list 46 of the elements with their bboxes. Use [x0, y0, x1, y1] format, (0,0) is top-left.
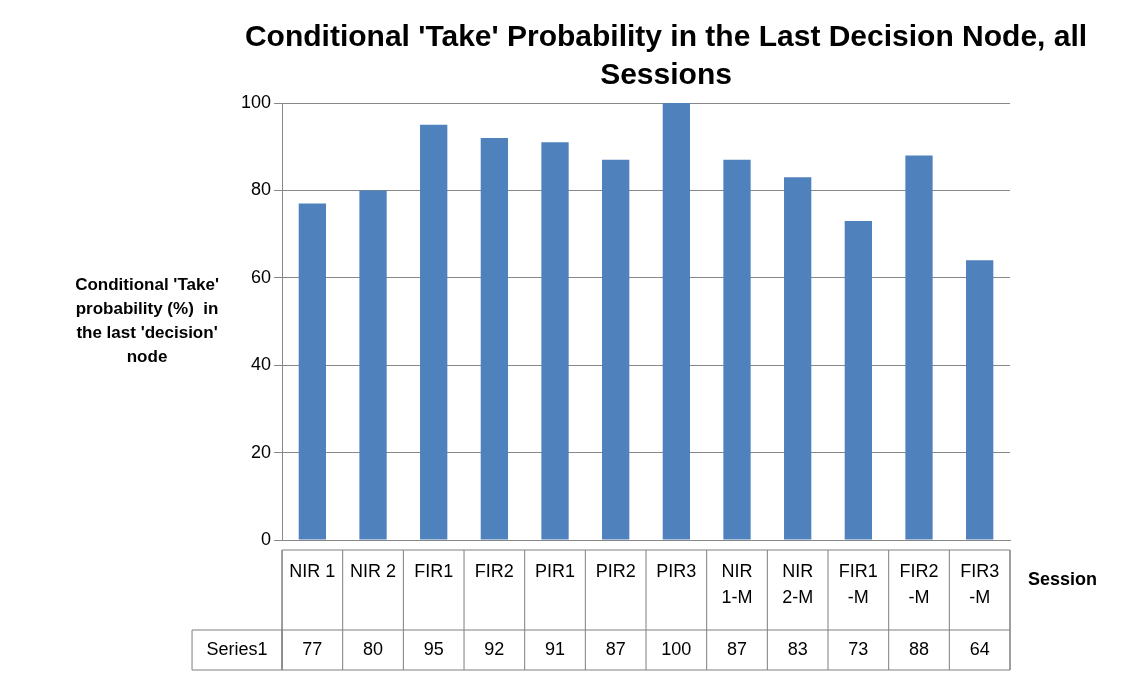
bar	[359, 190, 387, 540]
x-tick-label: PIR2	[595, 560, 636, 581]
bar	[784, 177, 812, 540]
y-tick-label: 60	[251, 266, 272, 287]
data-label: 73	[848, 638, 869, 659]
x-tick-label: NIR 1-M	[721, 560, 753, 607]
data-label: 80	[363, 638, 384, 659]
y-tick-label: 80	[251, 179, 272, 200]
bar	[966, 260, 994, 540]
x-tick-label: FIR1	[414, 560, 454, 581]
chart-title: Conditional 'Take' Probability in the Last Decision Node, all Sessions	[244, 19, 1088, 91]
bar	[480, 137, 509, 540]
x-tick-label: NIR 2-M	[782, 560, 814, 607]
data-label: 87	[605, 638, 626, 659]
data-label: 95	[423, 638, 444, 659]
bar	[844, 220, 872, 540]
data-label: 64	[969, 638, 990, 659]
bar	[602, 159, 630, 540]
bar	[723, 159, 751, 540]
data-label: 91	[545, 638, 566, 659]
data-label: 88	[908, 638, 930, 659]
y-tick-label: 100	[240, 91, 272, 112]
data-label: 87	[727, 638, 748, 659]
bar	[420, 124, 448, 540]
x-tick-label: NIR 1	[289, 560, 336, 581]
x-axis-title: Session	[1028, 568, 1098, 589]
data-label: 77	[302, 638, 323, 659]
y-axis-title: Conditional 'Take' probability (%) in the last 'decision' node	[75, 275, 219, 367]
x-tick-label: FIR3 -M	[960, 560, 1000, 607]
bar	[662, 103, 690, 540]
y-tick-label: 40	[251, 354, 272, 375]
bar	[905, 155, 933, 540]
data-label: 100	[661, 638, 692, 659]
x-tick-label: FIR2	[474, 560, 514, 581]
x-tick-label: FIR1 -M	[838, 560, 878, 607]
data-label: 92	[484, 638, 505, 659]
data-label: 83	[787, 638, 808, 659]
bar	[298, 203, 327, 540]
x-tick-label: NIR 2	[350, 560, 397, 581]
y-tick-label: 0	[261, 528, 272, 549]
x-tick-label: PIR1	[535, 560, 576, 581]
bar	[541, 142, 569, 540]
text: Series1	[206, 638, 268, 659]
x-tick-label: FIR2 -M	[899, 560, 939, 607]
y-tick-label: 20	[251, 441, 272, 462]
x-tick-label: PIR3	[656, 560, 697, 581]
